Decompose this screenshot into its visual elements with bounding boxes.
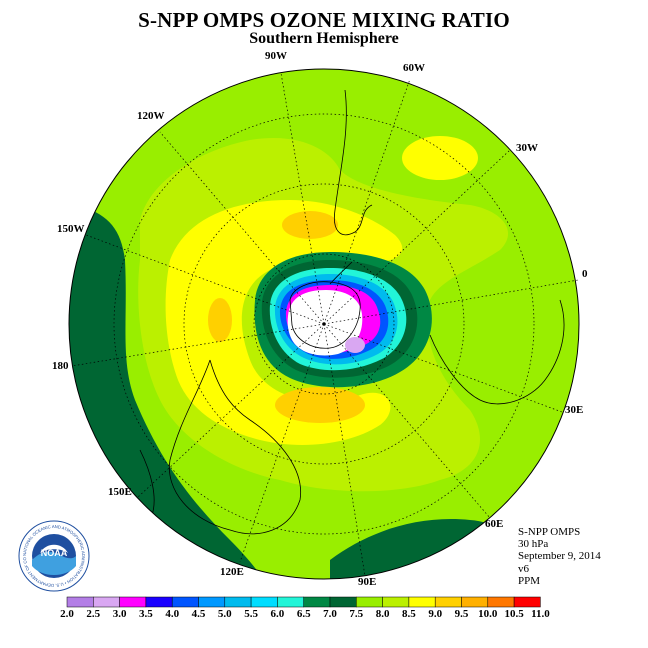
- colorbar-segment: [487, 596, 515, 608]
- map-subtitle: Southern Hemisphere: [249, 30, 399, 47]
- colorbar-tick-label: 2.0: [60, 608, 74, 620]
- info-instrument: S-NPP OMPS: [518, 526, 581, 538]
- antarctica-coast: [289, 281, 361, 349]
- meridian-90w: [280, 72, 325, 325]
- lat-circle-70s: [253, 253, 395, 395]
- map-boundary: [68, 68, 580, 580]
- lon-label-150w: 150W: [57, 223, 85, 235]
- colorbar-tick-label: 9.5: [454, 608, 469, 620]
- lon-label-60w: 60W: [403, 62, 425, 74]
- field-9.0-c: [275, 387, 365, 423]
- colorbar-segment: [171, 596, 199, 608]
- meridian-0: [323, 279, 579, 325]
- logo-text: NOAA: [41, 548, 68, 558]
- colorbar-segment: [66, 596, 94, 608]
- map-title: S-NPP OMPS OZONE MIXING RATIO: [138, 8, 510, 32]
- field-9.0-a: [282, 211, 338, 239]
- colorbar-segment: [93, 596, 120, 608]
- colorbar-segment: [434, 596, 462, 608]
- colorbar-segment: [119, 596, 147, 608]
- meridian-60w: [323, 78, 411, 325]
- meridian-30w: [323, 149, 511, 325]
- colorbar-segment: [329, 596, 357, 608]
- colorbar-tick-label: 7.5: [349, 608, 364, 620]
- australia-coast: [168, 359, 302, 535]
- field-9.0-b: [208, 298, 232, 342]
- colorbar-tick-label: 8.0: [375, 608, 390, 620]
- meridian-60e: [323, 323, 491, 519]
- lon-label-30w: 30W: [516, 142, 538, 154]
- field-8.5-north: [402, 136, 478, 180]
- colorbar-tick-label: 9.0: [428, 608, 443, 620]
- colorbar-segment: [513, 596, 541, 608]
- logo-wave: [32, 551, 76, 575]
- colorbar-segment: [408, 596, 436, 608]
- colorbar-tick-label: 10.5: [504, 608, 524, 620]
- colorbar-tick-label: 4.0: [165, 608, 180, 620]
- colorbar-segment: [356, 596, 383, 608]
- colorbar-segment: [303, 596, 331, 608]
- info-block: S-NPP OMPS 30 hPa September 9, 2014 v6 P…: [518, 526, 601, 587]
- colorbar-tick-label: 3.0: [112, 608, 127, 620]
- south-america-coast: [333, 89, 373, 236]
- colorbar-tick-label: 6.0: [270, 608, 285, 620]
- colorbar-segment: [461, 596, 489, 608]
- colorbar-tick-label: 5.5: [244, 608, 258, 620]
- field-2.5: [345, 337, 365, 353]
- colorbar-tick-label: 2.5: [86, 608, 101, 620]
- logo-bird: [40, 544, 68, 553]
- meridian-180: [71, 323, 325, 367]
- colorbar-segment: [250, 596, 278, 608]
- info-units: PPM: [518, 574, 541, 587]
- colorbar-tick-label: 7.0: [323, 608, 337, 620]
- lon-label-0: 0: [582, 268, 588, 280]
- meridian-90e: [323, 323, 366, 577]
- colorbar-tick-label: 10.0: [478, 608, 498, 620]
- lon-label-120w: 120W: [137, 110, 165, 122]
- longitude-grid: [71, 72, 579, 577]
- info-version: v6: [518, 562, 529, 575]
- lon-label-120e: 120E: [220, 566, 244, 578]
- lat-circle-30s: [113, 113, 535, 535]
- lon-label-30e: 30E: [565, 404, 584, 416]
- lon-label-150e: 150E: [108, 486, 132, 498]
- noaa-logo: NATIONAL OCEANIC AND ATMOSPHERIC ADMINIS…: [18, 520, 90, 592]
- colorbar-tick-label: 6.5: [296, 608, 311, 620]
- colorbar-segment: [382, 596, 410, 608]
- colorbar-tick-label: 4.5: [191, 608, 206, 620]
- latitude-grid: [113, 113, 535, 535]
- info-date: September 9, 2014: [518, 550, 601, 563]
- colorbar-segment: [198, 596, 226, 608]
- lat-circle-50s: [183, 183, 465, 465]
- africa-coast: [429, 299, 565, 405]
- lon-label-180: 180: [52, 360, 69, 372]
- lon-label-60e: 60E: [485, 518, 504, 530]
- antarctic-peninsula: [329, 261, 353, 285]
- colorbar-segment: [224, 596, 252, 608]
- colorbar-segment: [145, 596, 173, 608]
- colorbar-tick-label: 11.0: [531, 608, 550, 620]
- colorbar-segment: [277, 596, 304, 608]
- south-pole-marker: [322, 322, 326, 326]
- colorbar-tick-label: 5.0: [217, 608, 232, 620]
- colorbar-tick-label: 3.5: [139, 608, 153, 620]
- lon-label-90w: 90W: [265, 50, 287, 62]
- colorbar-tick-label: 8.5: [402, 608, 416, 620]
- info-level: 30 hPa: [518, 538, 549, 551]
- lon-label-90e: 90E: [358, 576, 377, 588]
